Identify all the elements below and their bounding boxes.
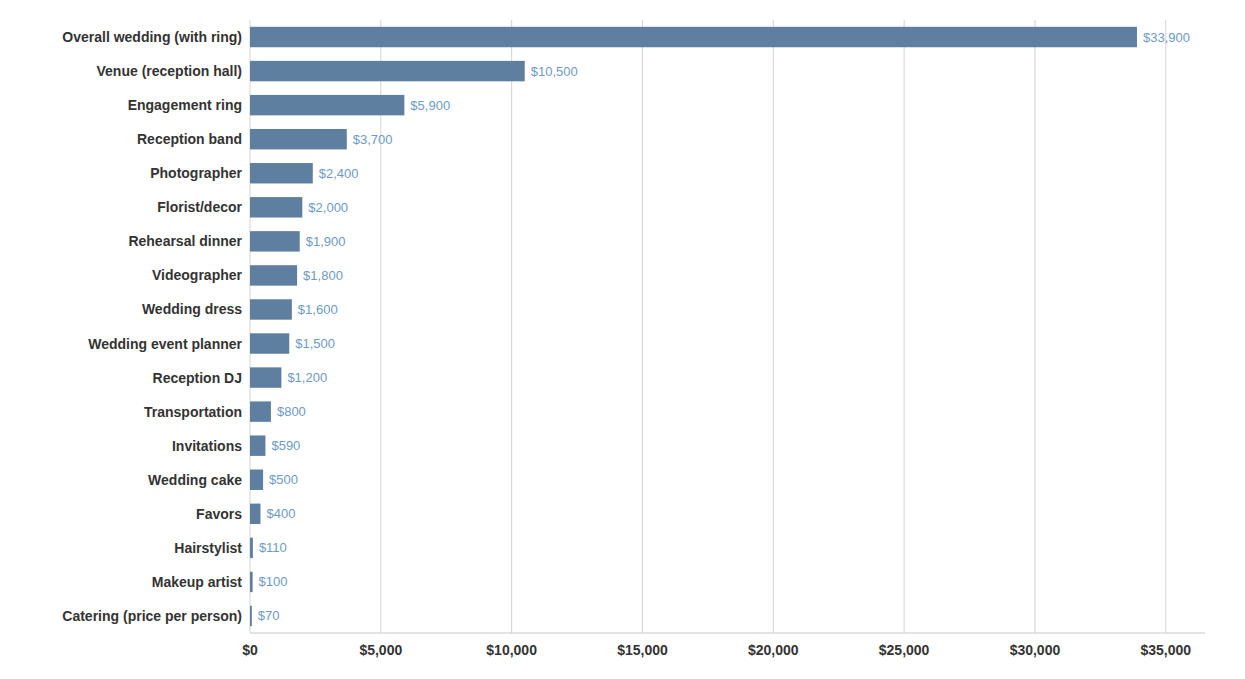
- chart-container: $0 $5,000 $10,000 $15,000 $20,000 $25,000 $30,…: [0, 0, 1245, 679]
- bar: [250, 470, 263, 490]
- bar: [250, 606, 252, 626]
- category-label: Reception DJ: [153, 370, 242, 386]
- data-label: $33,900: [1143, 30, 1190, 45]
- x-axis-line: [250, 633, 1205, 634]
- data-labels: $70 $100 $110 $400 $500 $590 $800 $1,200 $1,500 $…: [258, 30, 1190, 624]
- data-label: $1,900: [306, 234, 346, 249]
- category-label: Overall wedding (with ring): [62, 29, 242, 45]
- data-label: $110: [259, 540, 287, 555]
- grid-line: [1165, 20, 1166, 633]
- category-label: Photographer: [150, 165, 242, 181]
- bar: [250, 333, 289, 353]
- grid-line: [511, 20, 512, 633]
- bar: [250, 95, 404, 115]
- data-label: $1,200: [287, 370, 327, 385]
- data-label: $1,600: [298, 302, 338, 317]
- bars: [250, 27, 1137, 626]
- bar: [250, 197, 302, 217]
- data-label: $400: [266, 506, 295, 521]
- bar: [250, 163, 313, 183]
- bar: [250, 129, 347, 149]
- category-label: Transportation: [144, 404, 242, 420]
- bar: [250, 401, 271, 421]
- category-label: Florist/decor: [157, 199, 242, 215]
- grid-line: [904, 20, 905, 633]
- bar: [250, 435, 265, 455]
- category-label: Catering (price per person): [62, 608, 242, 624]
- x-tick-label: $35,000: [1140, 642, 1191, 658]
- category-label: Invitations: [172, 438, 242, 454]
- x-tick-labels: $0 $5,000 $10,000 $15,000 $20,000 $25,000 $30,…: [242, 642, 1191, 658]
- data-label: $2,000: [308, 200, 348, 215]
- x-tick-label: $20,000: [748, 642, 799, 658]
- category-label: Videographer: [152, 267, 243, 283]
- data-label: $3,700: [353, 132, 393, 147]
- category-label: Wedding dress: [142, 301, 242, 317]
- bar: [250, 572, 253, 592]
- x-tick-label: $30,000: [1010, 642, 1061, 658]
- x-tick-label: $15,000: [617, 642, 668, 658]
- data-label: $10,500: [531, 64, 578, 79]
- category-label: Venue (reception hall): [97, 63, 242, 79]
- category-label: Rehearsal dinner: [128, 233, 242, 249]
- grid-line: [773, 20, 774, 633]
- data-label: $2,400: [319, 166, 359, 181]
- bar: [250, 231, 300, 251]
- data-label: $800: [277, 404, 306, 419]
- data-label: $1,500: [295, 336, 335, 351]
- grid-line: [1034, 20, 1035, 633]
- bar: [250, 61, 525, 81]
- bar: [250, 367, 281, 387]
- category-label: Reception band: [137, 131, 242, 147]
- category-label: Favors: [196, 506, 242, 522]
- category-label: Engagement ring: [128, 97, 242, 113]
- data-label: $590: [271, 438, 300, 453]
- category-label: Hairstylist: [174, 540, 242, 556]
- data-label: $500: [269, 472, 298, 487]
- bar: [250, 504, 260, 524]
- bar: [250, 27, 1137, 47]
- data-label: $100: [259, 574, 288, 589]
- bar: [250, 265, 297, 285]
- x-grid: [250, 20, 1166, 633]
- grid-line: [642, 20, 643, 633]
- data-label: $5,900: [410, 98, 450, 113]
- category-label: Wedding event planner: [88, 336, 242, 352]
- bar: [250, 538, 253, 558]
- x-tick-label: $10,000: [486, 642, 537, 658]
- x-tick-label: $5,000: [359, 642, 402, 658]
- data-label: $70: [258, 608, 280, 623]
- bar: [250, 299, 292, 319]
- x-tick-label: $0: [242, 642, 258, 658]
- category-label: Wedding cake: [148, 472, 242, 488]
- chart-svg: $0 $5,000 $10,000 $15,000 $20,000 $25,000 $30,…: [0, 0, 1245, 679]
- x-tick-label: $25,000: [879, 642, 930, 658]
- y-tick-labels: Catering (price per person) Makeup artist…: [62, 29, 242, 624]
- data-label: $1,800: [303, 268, 343, 283]
- category-label: Makeup artist: [152, 574, 243, 590]
